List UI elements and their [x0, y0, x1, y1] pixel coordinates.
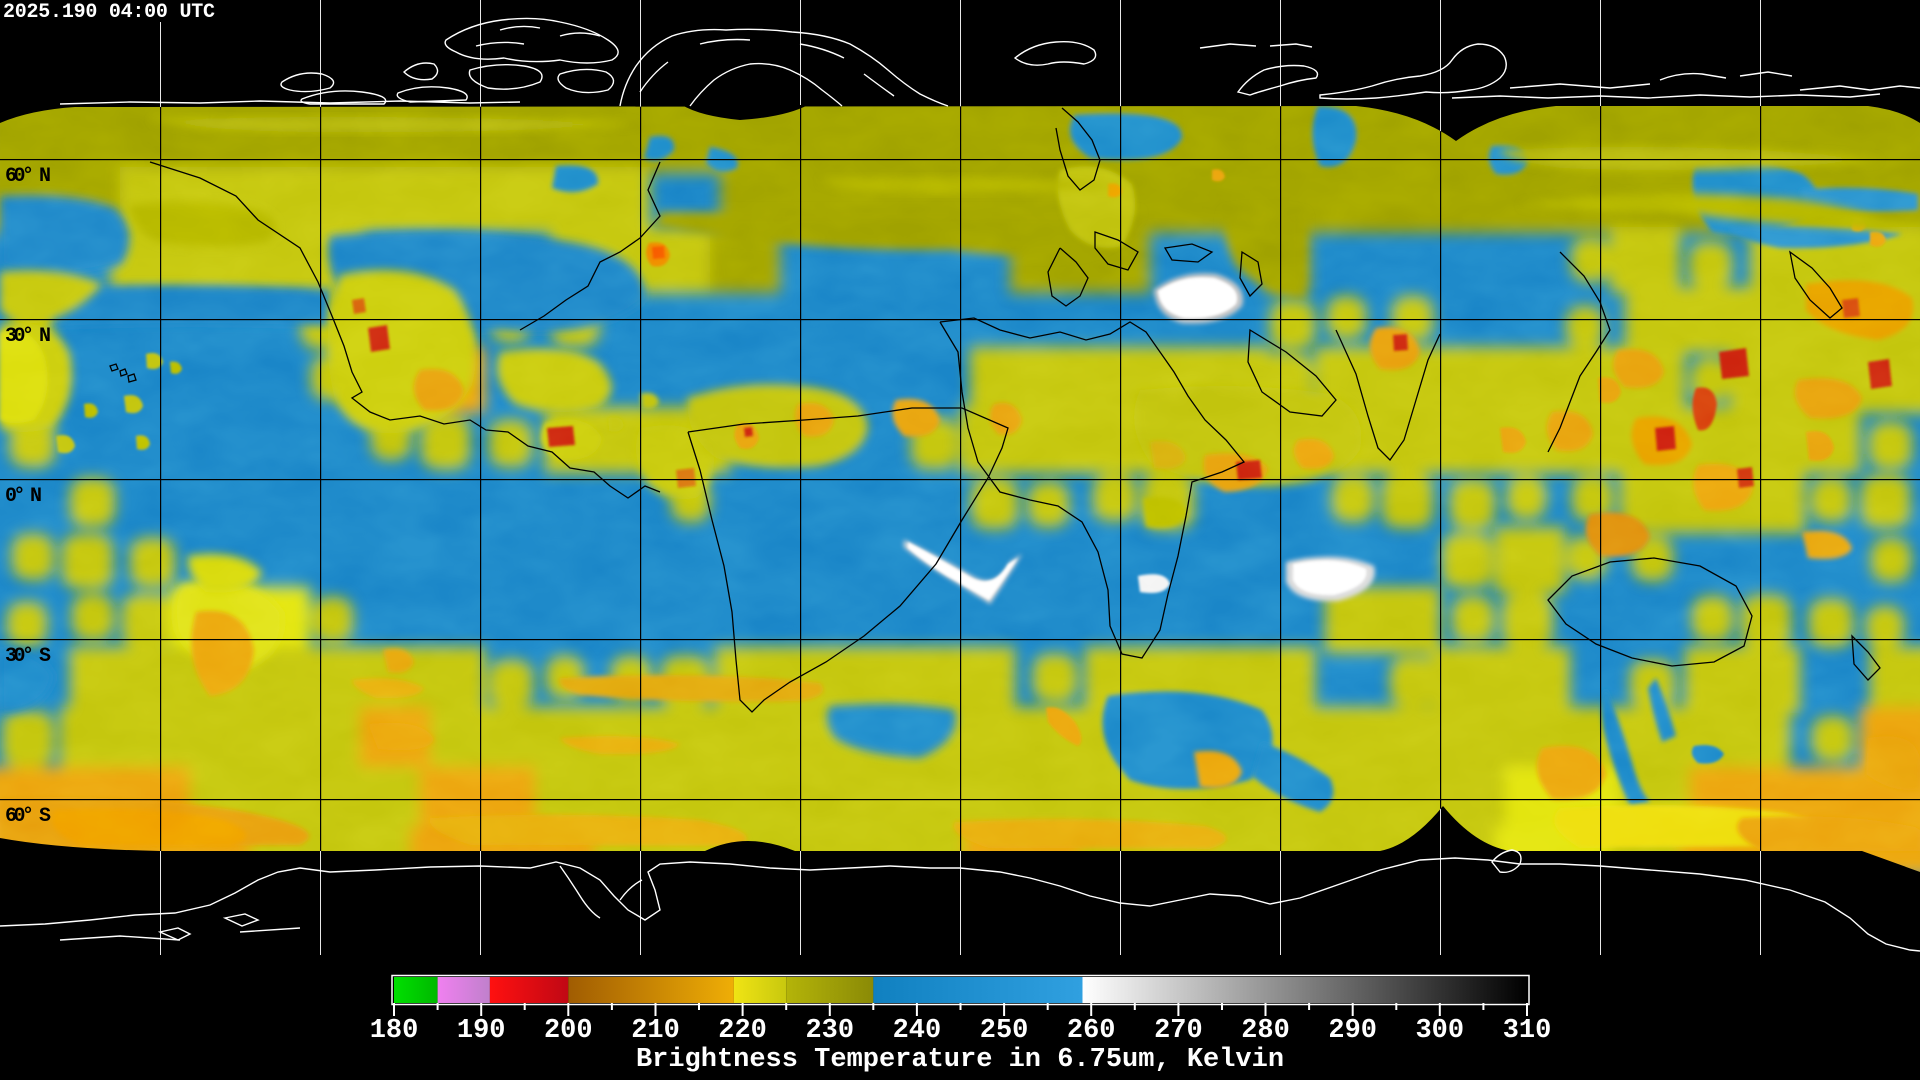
svg-text:200: 200: [544, 1016, 593, 1046]
svg-text:190: 190: [457, 1016, 506, 1046]
svg-text:2025.190 04:00 UTC: 2025.190 04:00 UTC: [3, 1, 215, 24]
svg-text:60° N: 60° N: [5, 165, 51, 188]
svg-text:240: 240: [893, 1016, 942, 1046]
svg-text:180: 180: [370, 1016, 419, 1046]
svg-text:210: 210: [631, 1016, 680, 1046]
svg-text:310: 310: [1503, 1016, 1552, 1046]
svg-text:30° N: 30° N: [5, 325, 51, 348]
svg-text:250: 250: [980, 1016, 1029, 1046]
svg-text:270: 270: [1154, 1016, 1203, 1046]
svg-text:290: 290: [1328, 1016, 1377, 1046]
svg-text:260: 260: [1067, 1016, 1116, 1046]
svg-text:0° N: 0° N: [5, 485, 42, 508]
svg-text:230: 230: [805, 1016, 854, 1046]
svg-text:60° S: 60° S: [5, 805, 51, 828]
svg-text:280: 280: [1241, 1016, 1290, 1046]
svg-text:220: 220: [718, 1016, 767, 1046]
svg-text:300: 300: [1415, 1016, 1464, 1046]
svg-text:Brightness Temperature in 6.75: Brightness Temperature in 6.75um, Kelvin: [636, 1045, 1284, 1075]
svg-text:30° S: 30° S: [5, 645, 51, 668]
